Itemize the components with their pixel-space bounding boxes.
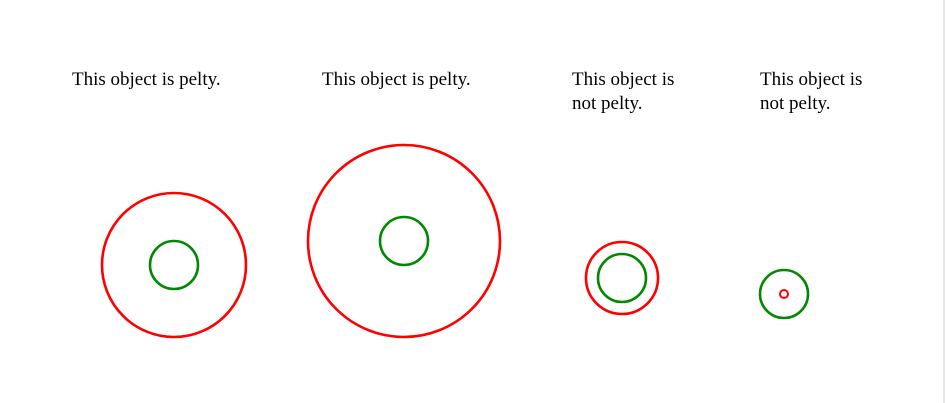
object-1 [100, 191, 248, 339]
object-2-outer-circle [306, 143, 502, 339]
object-2-inner-circle [378, 215, 430, 267]
object-1-inner-circle [148, 239, 200, 291]
object-1-caption: This object is pelty. [72, 69, 221, 90]
object-3-inner-circle [596, 252, 648, 304]
object-4 [758, 268, 810, 320]
object-2 [306, 143, 502, 339]
object-3 [584, 240, 660, 316]
object-2-caption: This object is pelty. [322, 69, 471, 90]
object-3-outer-circle [584, 240, 660, 316]
page-right-border [943, 0, 945, 403]
object-4-inner-circle [779, 289, 789, 299]
object-3-caption: This object is not pelty. [572, 69, 675, 114]
object-4-caption: This object is not pelty. [760, 69, 863, 114]
object-4-outer-circle [758, 268, 810, 320]
object-1-outer-circle [100, 191, 248, 339]
